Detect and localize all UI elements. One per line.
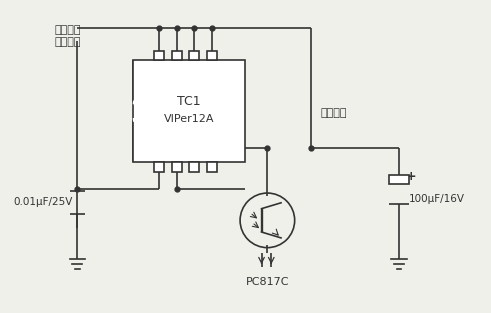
Bar bbox=[172, 51, 182, 60]
Bar bbox=[207, 51, 217, 60]
Bar bbox=[389, 175, 409, 184]
Bar bbox=[154, 51, 164, 60]
Bar bbox=[190, 51, 199, 60]
Text: 与整流后
电压连接: 与整流后 电压连接 bbox=[55, 25, 81, 47]
Bar bbox=[172, 162, 182, 172]
Text: 0.01μF/25V: 0.01μF/25V bbox=[13, 197, 73, 207]
Bar bbox=[133, 60, 245, 162]
Text: 输出反馈: 输出反馈 bbox=[321, 108, 348, 118]
Text: +: + bbox=[406, 170, 416, 183]
Bar bbox=[207, 162, 217, 172]
Text: VIPer12A: VIPer12A bbox=[164, 114, 214, 124]
Text: 100μF/16V: 100μF/16V bbox=[409, 194, 464, 204]
Text: PC817C: PC817C bbox=[246, 277, 289, 287]
Bar bbox=[190, 162, 199, 172]
Bar bbox=[154, 162, 164, 172]
Text: TC1: TC1 bbox=[177, 95, 201, 108]
